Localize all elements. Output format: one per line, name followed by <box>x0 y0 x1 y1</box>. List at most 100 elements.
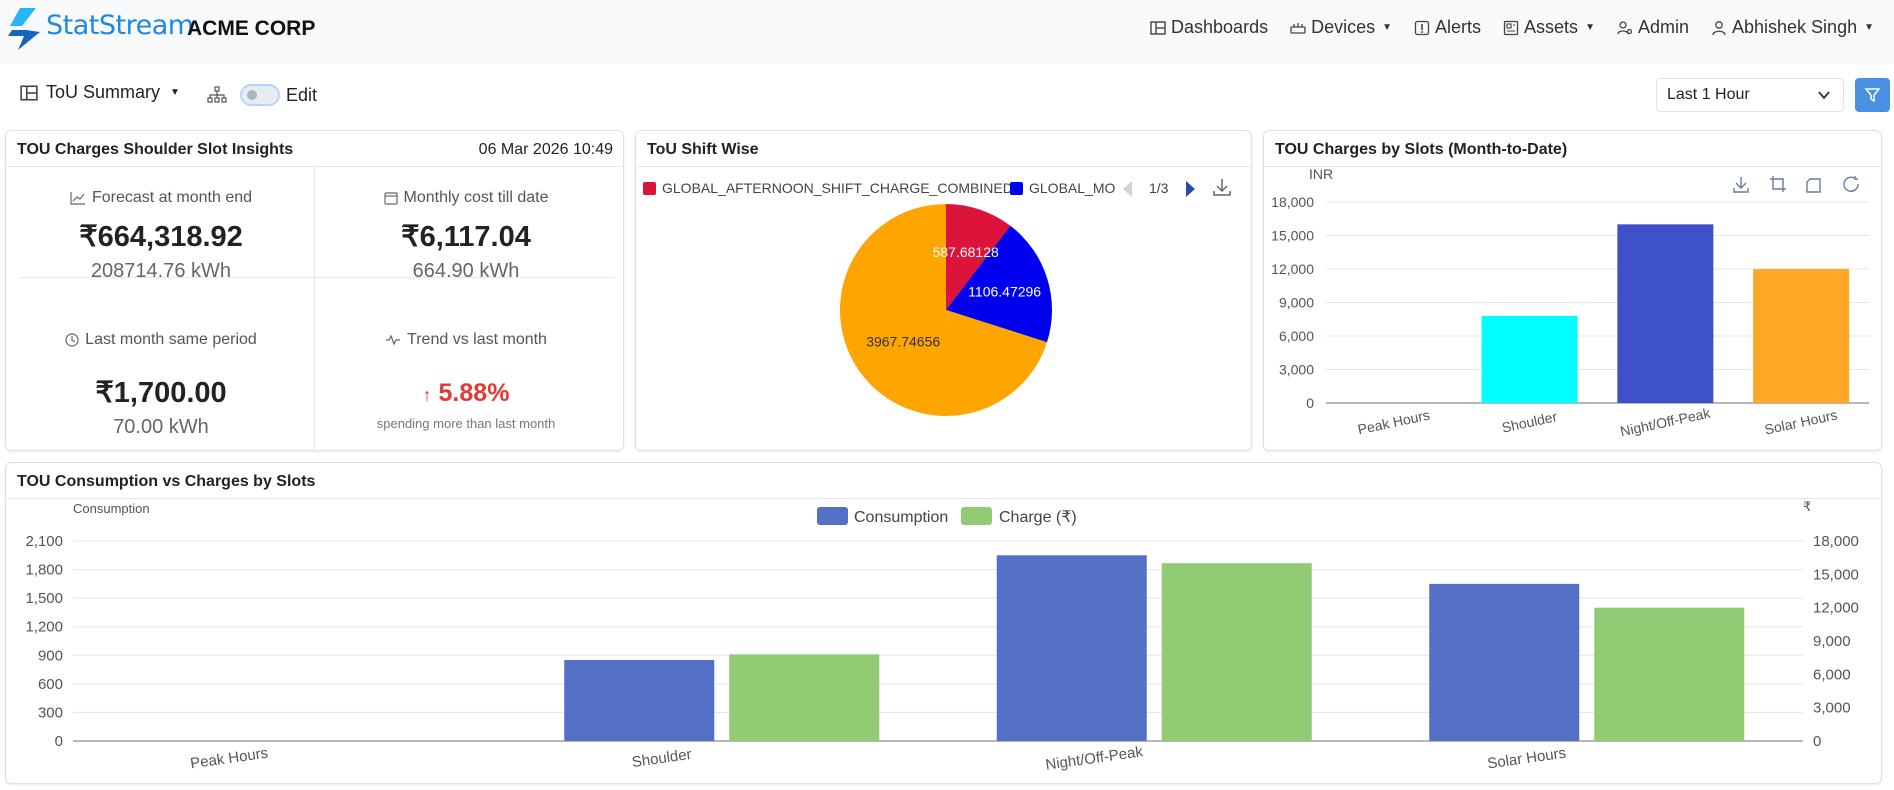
hierarchy-icon[interactable] <box>207 86 227 104</box>
dashboard-icon <box>1150 20 1166 35</box>
x-tick-label: Night/Off-Peak <box>1619 404 1713 439</box>
x-tick-label: Peak Hours <box>1356 407 1431 438</box>
line-chart-icon <box>70 192 85 205</box>
bar[interactable] <box>564 660 715 741</box>
bar[interactable] <box>996 555 1147 741</box>
y-right-tick-label: 12,000 <box>1813 600 1859 617</box>
nav-devices[interactable]: Devices ▼ <box>1290 17 1392 38</box>
assets-icon <box>1503 20 1519 35</box>
legend-prev-icon[interactable] <box>1123 181 1132 197</box>
clock-icon <box>65 333 79 347</box>
org-name: ACME CORP <box>187 17 316 40</box>
last-month-kwh: 70.00 kWh <box>113 416 209 438</box>
slice-label: 3967.74656 <box>866 333 940 349</box>
dashboard-name: ToU Summary <box>46 82 161 102</box>
monthly-kwh: 664.90 kWh <box>412 260 520 282</box>
user-icon <box>1712 20 1726 35</box>
time-range-select[interactable]: Last 1 Hour <box>1656 78 1844 112</box>
y-tick-label: 9,000 <box>1279 295 1314 311</box>
nav-assets[interactable]: Assets ▼ <box>1503 17 1595 38</box>
x-tick-label: Shoulder <box>1500 408 1558 435</box>
time-range-value: Last 1 Hour <box>1667 86 1750 103</box>
nav-user[interactable]: Abhishek Singh ▼ <box>1711 17 1874 38</box>
shift-pie-chart: GLOBAL_AFTERNOON_SHIFT_CHARGE_COMBINED G… <box>643 179 1231 416</box>
chevron-down-icon: ▼ <box>170 87 180 98</box>
brand-name[interactable]: StatStream <box>46 10 194 41</box>
chart-toolbox <box>1733 176 1859 193</box>
zoom-icon[interactable] <box>1770 176 1786 192</box>
last-month-metric: Last month same period ₹1,700.00 70.00 k… <box>16 331 306 439</box>
forecast-label-row: Forecast at month end <box>16 189 306 207</box>
nav-dashboards[interactable]: Dashboards <box>1150 17 1268 38</box>
y-tick-label: 3,000 <box>1279 362 1314 378</box>
pie-slice[interactable] <box>840 204 1047 416</box>
combo-legend: Consumption Charge (₹) <box>817 507 1077 526</box>
refresh-icon[interactable] <box>1843 176 1859 192</box>
logo-icon[interactable] <box>6 8 42 50</box>
legend-swatch <box>643 182 656 195</box>
top-navbar: StatStream ACME CORP Dashboards Devices ▼… <box>0 0 1894 64</box>
monthly-label: Monthly cost till date <box>403 189 549 206</box>
bar[interactable] <box>729 654 880 741</box>
zoom-reset-icon[interactable] <box>1806 178 1821 193</box>
insights-card-header: TOU Charges Shoulder Slot Insights 06 Ma… <box>6 131 623 167</box>
y-right-tick-label: 15,000 <box>1813 566 1859 583</box>
edit-toggle[interactable] <box>240 84 280 106</box>
admin-icon <box>1617 20 1633 34</box>
pie-slice[interactable] <box>946 204 1011 310</box>
filter-icon <box>1864 88 1881 103</box>
pie-legend: GLOBAL_AFTERNOON_SHIFT_CHARGE_COMBINED G… <box>643 179 1231 197</box>
x-tick-label: Shoulder <box>631 746 693 771</box>
y-left-tick-label: 2,100 <box>25 533 63 550</box>
forecast-label: Forecast at month end <box>91 189 253 206</box>
legend-item[interactable]: Charge (₹) <box>999 509 1077 526</box>
monthly-cost-metric: Monthly cost till date ₹6,117.04 664.90 … <box>321 189 611 283</box>
bar[interactable] <box>1161 563 1312 741</box>
bar[interactable] <box>1617 224 1714 403</box>
legend-next-icon[interactable] <box>1186 181 1195 197</box>
forecast-value: ₹664,318.92 <box>79 221 243 253</box>
slice-label: 587.68128 <box>933 244 999 260</box>
bar[interactable] <box>1594 607 1745 741</box>
combo-title: TOU Consumption vs Charges by Slots <box>17 473 316 490</box>
y-axis-right-label: ₹ <box>1803 499 1811 514</box>
legend-swatch <box>1010 182 1023 195</box>
legend-swatch <box>961 507 992 525</box>
y-axis-label: INR <box>1309 167 1333 182</box>
filter-button[interactable] <box>1855 78 1890 112</box>
trend-label-row: Trend vs last month <box>321 331 611 349</box>
pie-slice[interactable] <box>946 225 1052 343</box>
arrow-up-icon: ↑ <box>422 385 432 405</box>
main-nav: Dashboards Devices ▼ Alerts Assets ▼ Admin… <box>1150 17 1874 38</box>
slots-bar-chart: INR 0 3,000 6,000 9,000 12,000 15,000 18,000 Pe… <box>1271 167 1869 439</box>
bar[interactable] <box>1429 583 1580 741</box>
last-month-label: Last month same period <box>85 331 257 348</box>
legend-item[interactable]: Consumption <box>854 509 948 526</box>
y-right-tick-label: 18,000 <box>1813 533 1859 550</box>
nav-alerts[interactable]: Alerts <box>1414 17 1481 38</box>
y-tick-label: 0 <box>1306 395 1314 411</box>
pie-labels: 587.68128 1106.47296 3967.74656 <box>866 244 1041 349</box>
slots-card-header: TOU Charges by Slots (Month-to-Date) <box>1264 131 1881 167</box>
trend-label: Trend vs last month <box>407 331 547 348</box>
divider <box>20 277 614 278</box>
monthly-label-row: Monthly cost till date <box>321 189 611 207</box>
legend-item[interactable]: GLOBAL_MO <box>1029 180 1115 196</box>
monthly-value: ₹6,117.04 <box>401 221 531 253</box>
shift-title: ToU Shift Wise <box>647 141 759 158</box>
download-icon[interactable] <box>1733 177 1749 193</box>
nav-admin[interactable]: Admin <box>1617 17 1689 38</box>
legend-item[interactable]: GLOBAL_AFTERNOON_SHIFT_CHARGE_COMBINED <box>662 180 1013 196</box>
download-icon[interactable] <box>1213 179 1231 196</box>
trend-metric: Trend vs last month ↑ 5.88% spending mor… <box>321 331 611 431</box>
y-tick-label: 6,000 <box>1279 328 1314 344</box>
bar[interactable] <box>1753 269 1850 403</box>
y-axis-left-label: Consumption <box>73 501 150 516</box>
bar[interactable] <box>1481 315 1578 403</box>
dashboard-selector[interactable]: ToU Summary ▼ <box>20 82 180 103</box>
trend-value: 5.88% <box>438 379 510 407</box>
y-left-tick-label: 1,500 <box>25 590 63 607</box>
combo-bar-chart: Consumption ₹ Consumption Charge (₹) 0 30… <box>25 499 1859 774</box>
pulse-icon <box>386 334 401 346</box>
nav-alerts-label: Alerts <box>1435 17 1482 37</box>
